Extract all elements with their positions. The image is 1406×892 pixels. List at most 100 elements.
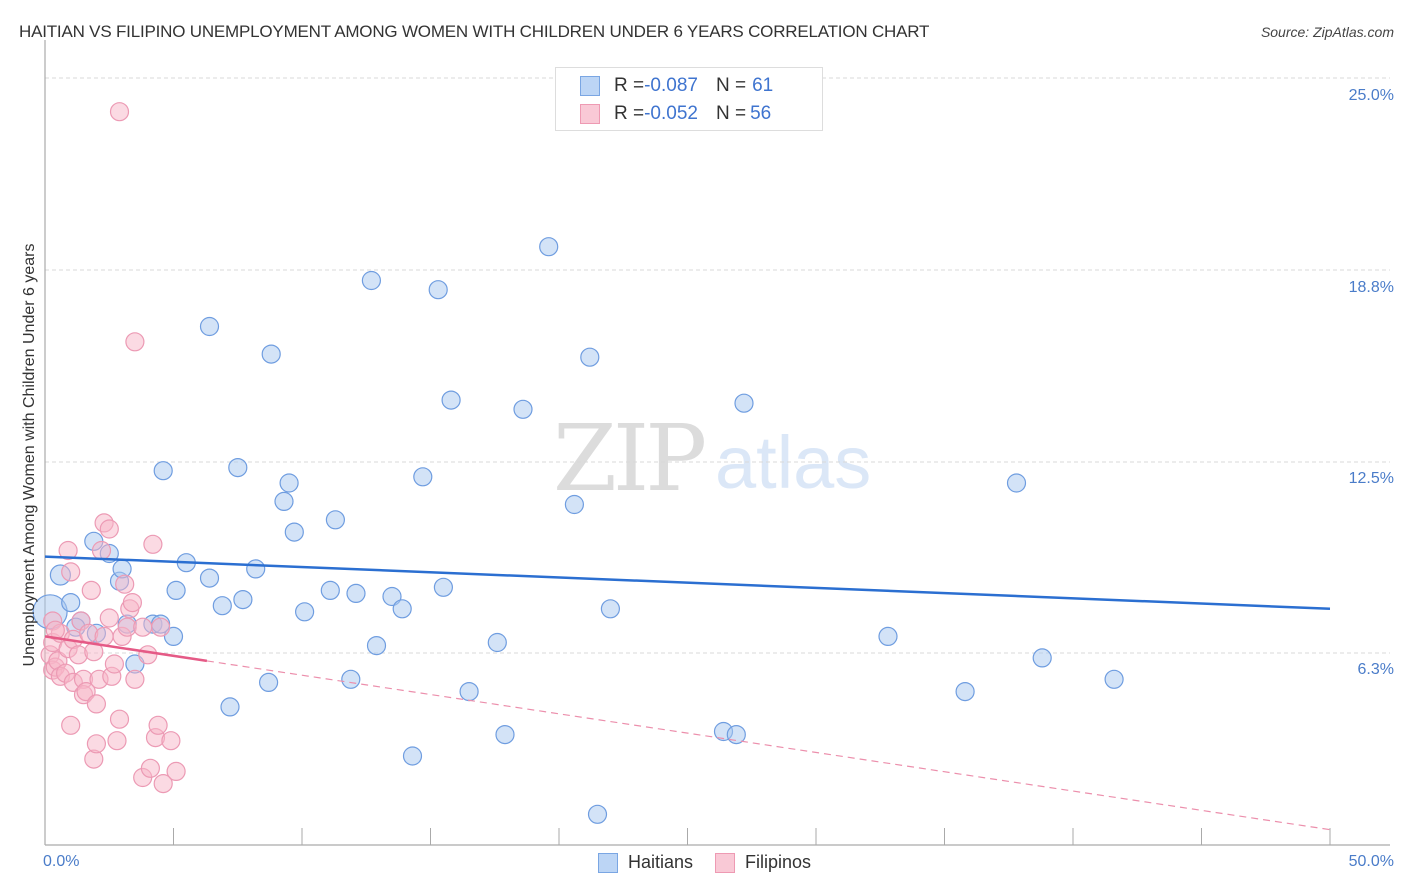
axes	[44, 40, 1390, 846]
data-point	[279, 473, 299, 493]
legend-item-filipinos[interactable]: Filipinos	[715, 852, 811, 873]
data-point	[99, 519, 119, 539]
r-label: R =	[614, 75, 645, 96]
data-point	[138, 645, 158, 665]
data-point	[228, 458, 248, 478]
watermark-zip: ZIP	[553, 405, 707, 512]
filipinos-trend-extension	[206, 660, 1331, 831]
data-point	[233, 589, 253, 610]
source-credit: Source: ZipAtlas.com	[1260, 24, 1394, 40]
data-point	[361, 270, 381, 291]
r-value: -0.087	[644, 75, 698, 96]
data-point	[133, 617, 153, 637]
legend-label-filipinos: Filipinos	[745, 852, 812, 872]
data-point	[161, 731, 181, 751]
data-point	[580, 347, 600, 367]
data-point	[366, 635, 387, 656]
data-point	[153, 461, 173, 481]
legend-item-haitians[interactable]: Haitians	[598, 852, 693, 873]
data-point	[487, 632, 507, 653]
r-value: -0.052	[644, 103, 698, 124]
data-point	[81, 580, 101, 601]
r-label: R =	[614, 103, 645, 124]
haitians-trend-line	[44, 555, 1331, 611]
data-point	[274, 491, 294, 511]
data-point	[76, 681, 96, 702]
filipinos-trend-line	[44, 635, 208, 663]
data-point	[61, 592, 81, 613]
data-point	[325, 510, 345, 530]
n-label: N =	[715, 103, 747, 124]
data-point	[433, 577, 453, 597]
y-tick-18-8: 18.8%	[1348, 279, 1394, 296]
data-point	[61, 562, 81, 582]
data-point	[79, 623, 99, 643]
data-point	[109, 709, 130, 729]
data-point	[166, 761, 186, 782]
data-point	[441, 390, 461, 410]
data-point	[564, 494, 585, 515]
data-point	[91, 540, 112, 561]
n-value: 61	[752, 75, 774, 96]
data-point	[58, 540, 78, 561]
data-point	[513, 399, 533, 419]
legend-row-haitians: R = -0.087 N = 61	[580, 74, 773, 98]
data-point	[86, 734, 107, 754]
data-point	[295, 602, 315, 622]
n-label: N =	[715, 75, 747, 96]
data-point	[107, 731, 127, 751]
data-point	[125, 669, 145, 689]
data-point	[220, 697, 240, 717]
haitians-points	[32, 237, 1124, 824]
data-point	[115, 574, 135, 594]
data-point	[459, 681, 479, 702]
filipinos-points	[40, 102, 186, 794]
chart-title: HAITIAN VS FILIPINO UNEMPLOYMENT AMONG W…	[19, 22, 930, 41]
haitians-swatch-icon	[598, 852, 618, 873]
haitians-swatch-icon	[580, 76, 600, 96]
legend-row-filipinos: R = -0.052 N = 56	[580, 102, 771, 126]
data-point	[341, 669, 361, 689]
data-point	[284, 522, 304, 542]
x-tick-0: 0.0%	[43, 853, 80, 870]
data-point	[86, 694, 107, 714]
data-point	[199, 568, 220, 588]
y-tick-12-5: 12.5%	[1348, 470, 1394, 487]
data-point	[346, 583, 366, 604]
data-point	[109, 102, 130, 122]
data-point	[122, 592, 142, 613]
y-tick-25: 25.0%	[1348, 87, 1394, 104]
data-point	[1104, 669, 1124, 689]
data-point	[878, 626, 898, 647]
data-point	[199, 316, 220, 337]
data-point	[246, 559, 266, 579]
data-point	[140, 758, 160, 778]
data-point	[166, 580, 186, 601]
y-tick-6-3: 6.3%	[1357, 661, 1394, 678]
data-point	[125, 332, 145, 352]
data-point	[495, 724, 515, 745]
data-point	[587, 804, 608, 824]
y-axis-label: Unemployment Among Women with Children U…	[21, 243, 38, 667]
data-point	[734, 393, 754, 413]
data-point	[600, 599, 621, 619]
data-point	[143, 534, 163, 554]
data-point	[148, 715, 168, 735]
filipinos-swatch-icon	[715, 852, 736, 873]
x-tick-marks	[173, 828, 1331, 845]
data-point	[428, 280, 448, 300]
x-tick-50: 50.0%	[1348, 853, 1394, 870]
legend-label-haitians: Haitians	[628, 852, 694, 872]
data-point	[413, 467, 433, 487]
correlation-legend: R = -0.087 N = 61 R = -0.052 N = 56	[555, 67, 823, 131]
data-point	[99, 608, 119, 628]
data-point	[68, 645, 89, 665]
data-point	[261, 344, 281, 364]
data-point	[1032, 648, 1052, 668]
data-point	[212, 596, 232, 616]
data-point	[402, 746, 423, 766]
data-point	[259, 672, 279, 693]
data-point	[163, 626, 184, 647]
data-point	[104, 654, 125, 674]
